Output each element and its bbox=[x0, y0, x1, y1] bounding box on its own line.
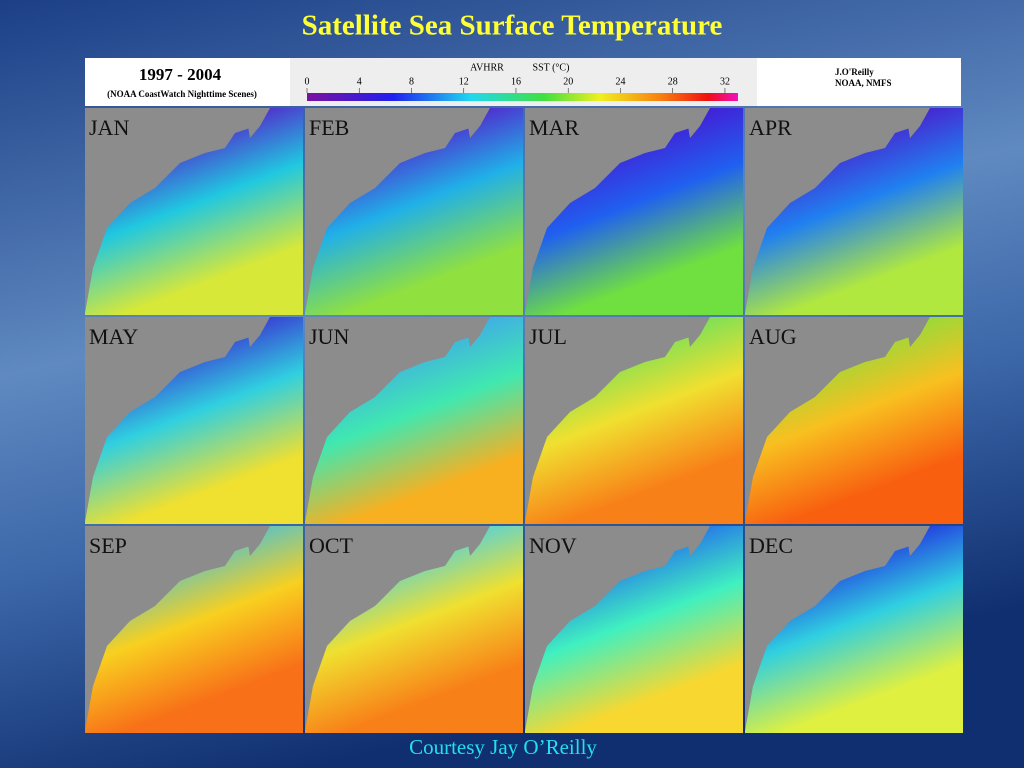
land-peninsula bbox=[245, 526, 270, 556]
colorbar-tick-label: 16 bbox=[511, 76, 521, 87]
month-label: OCT bbox=[309, 533, 354, 558]
land-peninsula bbox=[905, 317, 930, 347]
ocean bbox=[305, 108, 523, 315]
ocean bbox=[525, 526, 743, 733]
colorbar-tick-label: 4 bbox=[357, 76, 362, 87]
ocean bbox=[525, 108, 743, 315]
map-panel: OCT bbox=[305, 526, 523, 733]
colorbar-tick-label: 8 bbox=[409, 76, 414, 87]
map-panel: NOV bbox=[525, 526, 743, 733]
ocean bbox=[85, 108, 303, 315]
colorbar-tick-label: 20 bbox=[563, 76, 573, 87]
subtitle: (NOAA CoastWatch Nighttime Scenes) bbox=[107, 89, 257, 99]
map-panel: SEP bbox=[85, 526, 303, 733]
map-panel: FEB bbox=[305, 108, 523, 315]
agency: NOAA, NMFS bbox=[835, 78, 892, 88]
period: 1997 - 2004 bbox=[139, 65, 222, 84]
ocean bbox=[305, 317, 523, 524]
colorbar-tick-label: 24 bbox=[615, 76, 625, 87]
map-panel: APR bbox=[745, 108, 963, 315]
month-label: JUL bbox=[529, 324, 567, 349]
map-panel: JUN bbox=[305, 317, 523, 524]
colorbar-tick-label: 32 bbox=[720, 76, 730, 87]
land-peninsula bbox=[905, 108, 930, 138]
ocean bbox=[745, 317, 963, 524]
month-label: MAR bbox=[529, 115, 579, 140]
month-label: AUG bbox=[749, 324, 797, 349]
land-peninsula bbox=[465, 526, 490, 556]
month-label: SEP bbox=[89, 533, 127, 558]
land-peninsula bbox=[685, 526, 710, 556]
colorbar-tick-label: 0 bbox=[305, 76, 310, 87]
colorbar bbox=[307, 93, 738, 101]
land-peninsula bbox=[465, 317, 490, 347]
ocean bbox=[525, 317, 743, 524]
month-label: JUN bbox=[309, 324, 349, 349]
colorbar-tick-label: 28 bbox=[668, 76, 678, 87]
credit: Courtesy Jay O’Reilly bbox=[409, 735, 597, 759]
land-peninsula bbox=[905, 526, 930, 556]
month-label: FEB bbox=[309, 115, 349, 140]
ocean bbox=[305, 526, 523, 733]
land-peninsula bbox=[465, 108, 490, 138]
land-peninsula bbox=[685, 108, 710, 138]
ocean bbox=[745, 108, 963, 315]
map-panel: MAY bbox=[85, 317, 303, 524]
month-label: APR bbox=[749, 115, 792, 140]
ocean bbox=[745, 526, 963, 733]
map-panel: JAN bbox=[85, 108, 303, 315]
map-panel: JUL bbox=[525, 317, 743, 524]
land-peninsula bbox=[245, 317, 270, 347]
map-panel: DEC bbox=[745, 526, 963, 733]
month-label: DEC bbox=[749, 533, 793, 558]
slide-title: Satellite Sea Surface Temperature bbox=[302, 10, 723, 42]
month-label: MAY bbox=[89, 324, 138, 349]
variable: SST (°C) bbox=[533, 62, 570, 73]
author: J.O'Reilly bbox=[835, 67, 874, 77]
land-peninsula bbox=[245, 108, 270, 138]
sensor: AVHRR bbox=[470, 62, 504, 73]
ocean bbox=[85, 317, 303, 524]
month-label: NOV bbox=[529, 533, 577, 558]
month-label: JAN bbox=[89, 115, 129, 140]
map-panel: AUG bbox=[745, 317, 963, 524]
land-peninsula bbox=[685, 317, 710, 347]
ocean bbox=[85, 526, 303, 733]
map-panel: MAR bbox=[525, 108, 743, 315]
colorbar-tick-label: 12 bbox=[459, 76, 469, 87]
